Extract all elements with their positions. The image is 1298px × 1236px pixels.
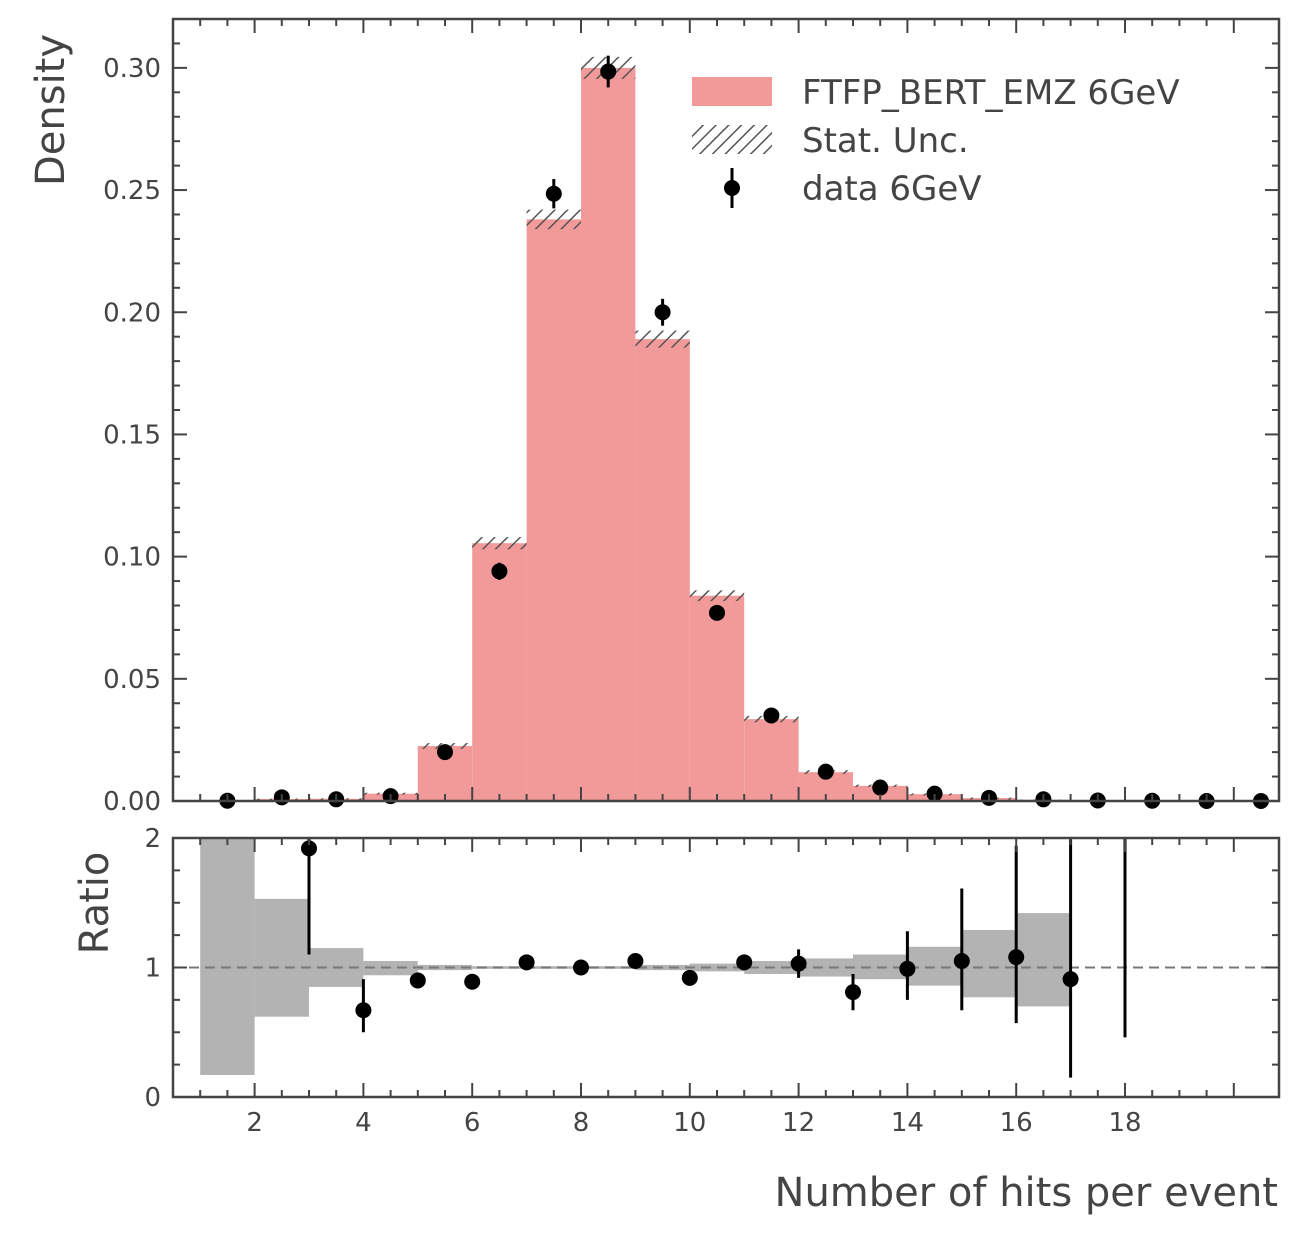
ratio-point — [301, 840, 317, 857]
ratio-point — [899, 960, 916, 977]
ratio-band-bin — [526, 966, 581, 969]
data-point — [872, 779, 889, 796]
data-point — [926, 785, 943, 802]
mc-bar — [689, 595, 745, 801]
ratio-band-bin — [1016, 913, 1071, 1007]
y-axis-title-top: Density — [28, 34, 74, 186]
mc-stat-unc — [472, 537, 527, 550]
ratio-point — [518, 954, 535, 971]
data-point — [491, 563, 508, 580]
ratio-point — [355, 1002, 372, 1019]
x-axis-title: Number of hits per event — [775, 1170, 1278, 1216]
y-tick-label: 0.10 — [103, 543, 161, 573]
y-tick-label: 0.00 — [103, 787, 161, 817]
x-tick-label: 4 — [355, 1108, 372, 1138]
ratio-point — [627, 953, 644, 970]
mc-stat-unc — [635, 330, 690, 348]
mc-histogram — [200, 67, 1125, 801]
data-point — [763, 707, 780, 724]
ratio-point — [1008, 949, 1025, 966]
ratio-band-bin — [200, 838, 255, 1075]
y-tick-label: 2 — [144, 824, 161, 854]
mc-bar — [581, 67, 636, 801]
ratio-point — [790, 955, 807, 972]
legend: FTFP_BERT_EMZ 6GeV Stat. Unc. data 6GeV — [692, 73, 1180, 209]
ratio-point — [464, 973, 481, 990]
x-tick-label: 6 — [464, 1108, 481, 1138]
data-points — [219, 55, 1269, 809]
mc-bar — [635, 339, 690, 801]
ratio-band-bin — [961, 929, 1017, 998]
legend-label-stat-unc: Stat. Unc. — [802, 121, 969, 161]
y-tick-label: 0.30 — [103, 54, 161, 84]
y-tick-label: 0 — [144, 1083, 161, 1113]
x-tick-label: 16 — [1000, 1108, 1033, 1138]
data-point — [817, 763, 834, 780]
y-tick-label: 0.20 — [103, 298, 161, 328]
ratio-band-bin — [798, 958, 853, 977]
y-axis-title-ratio: Ratio — [72, 852, 118, 955]
ratio-point — [736, 954, 753, 971]
legend-marker-data — [724, 180, 740, 196]
data-point — [600, 63, 617, 80]
top-panel: 0.00 0.05 0.10 0.15 0.20 0.25 0.30 Density — [28, 17, 1281, 817]
data-point — [709, 604, 725, 621]
y-tick-label: 0.05 — [103, 665, 161, 695]
legend-swatch-stat-unc — [692, 125, 772, 154]
data-point — [545, 185, 562, 202]
legend-label-data: data 6GeV — [802, 169, 982, 209]
ratio-point — [681, 969, 698, 986]
mc-bar — [744, 719, 799, 801]
data-point — [437, 744, 453, 761]
ratio-point — [953, 953, 970, 970]
x-tick-label: 18 — [1108, 1108, 1141, 1138]
x-tick-label: 10 — [673, 1108, 706, 1138]
x-tick-label: 2 — [246, 1108, 263, 1138]
ratio-frame — [171, 836, 1281, 1099]
ratio-point — [1062, 971, 1079, 988]
ratio-band-bin — [254, 898, 309, 1017]
mc-stat-unc — [689, 590, 745, 602]
ratio-points — [301, 838, 1127, 1078]
legend-swatch-mc — [692, 77, 772, 106]
legend-label-mc: FTFP_BERT_EMZ 6GeV — [802, 73, 1180, 113]
mc-bar — [526, 219, 581, 801]
mc-bar — [472, 543, 527, 801]
y-tick-label: 0.15 — [103, 420, 161, 450]
ratio-point — [845, 984, 861, 1001]
x-tick-label: 12 — [782, 1108, 815, 1138]
ratio-band-bin — [907, 946, 962, 986]
x-tick-label: 8 — [573, 1108, 590, 1138]
ratio-point — [409, 972, 426, 989]
x-tick-label: 14 — [891, 1108, 924, 1138]
y-tick-label: 0.25 — [103, 176, 161, 206]
data-point — [654, 304, 671, 321]
mc-stat-unc — [526, 209, 581, 230]
ratio-point — [573, 959, 589, 976]
top-frame — [171, 17, 1281, 803]
y-tick-label: 1 — [144, 954, 161, 984]
